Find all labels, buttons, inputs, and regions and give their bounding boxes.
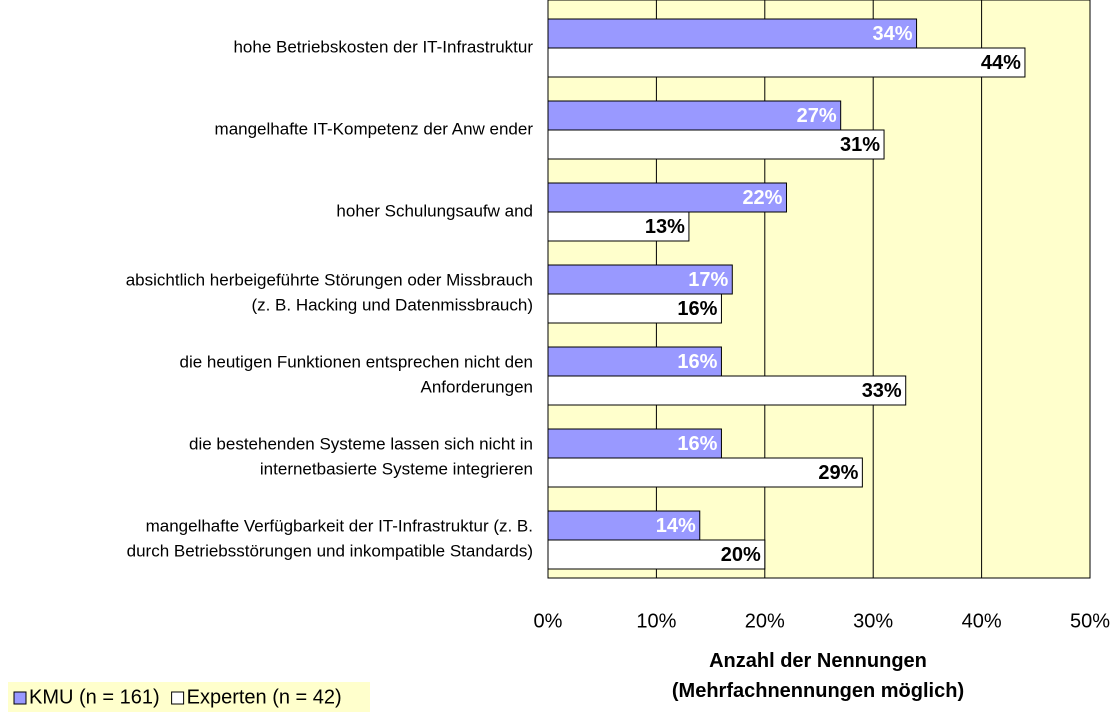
y-tick-label: mangelhafte Verfügbarkeit der IT-Infrast… [127,517,533,561]
x-axis-title: Anzahl der Nennungen (Mehrfachnennungen m… [672,650,964,702]
data-label: 14% [656,515,696,537]
data-label: 17% [688,269,728,291]
x-tick-label: 30% [853,610,893,632]
data-label: 31% [840,134,880,156]
x-tick-label: 0% [534,610,563,632]
bar [547,428,722,459]
legend-label: Experten (n = 42) [187,686,342,708]
bar [547,539,766,570]
data-label: 27% [797,105,837,127]
x-tick-label: 10% [636,610,676,632]
data-label: 29% [818,462,858,484]
legend-box [8,682,370,712]
bar [547,457,863,488]
bar [547,100,842,131]
y-tick-label: hohe Betriebskosten der IT-Infrastruktur [233,37,533,56]
y-tick-label: hoher Schulungsaufw and [336,201,533,220]
x-tick-label: 20% [745,610,785,632]
bar [547,293,722,324]
legend-swatch [171,691,185,705]
data-label: 16% [677,433,717,455]
data-label: 20% [721,544,761,566]
bar [547,375,907,406]
x-tick-label: 50% [1070,610,1110,632]
bar [547,129,885,160]
y-tick-label: absichtlich herbeigeführte Störungen ode… [126,271,533,315]
data-label: 44% [981,52,1021,74]
bar [547,510,701,541]
data-label: 16% [677,351,717,373]
x-tick-label: 40% [962,610,1002,632]
data-label: 33% [862,380,902,402]
legend-swatch [13,691,27,705]
data-label: 22% [742,187,782,209]
bar [547,211,690,242]
y-tick-label: mangelhafte IT-Kompetenz der Anw ender [215,119,534,138]
data-label: 34% [873,23,913,45]
data-label: 16% [677,298,717,320]
legend-label: KMU (n = 161) [29,686,160,708]
y-tick-label: die heutigen Funktionen entsprechen nich… [180,353,533,397]
bar [547,47,1026,78]
y-tick-label: die bestehenden Systeme lassen sich nich… [189,435,533,479]
bar [547,18,918,49]
data-label: 13% [645,216,685,238]
